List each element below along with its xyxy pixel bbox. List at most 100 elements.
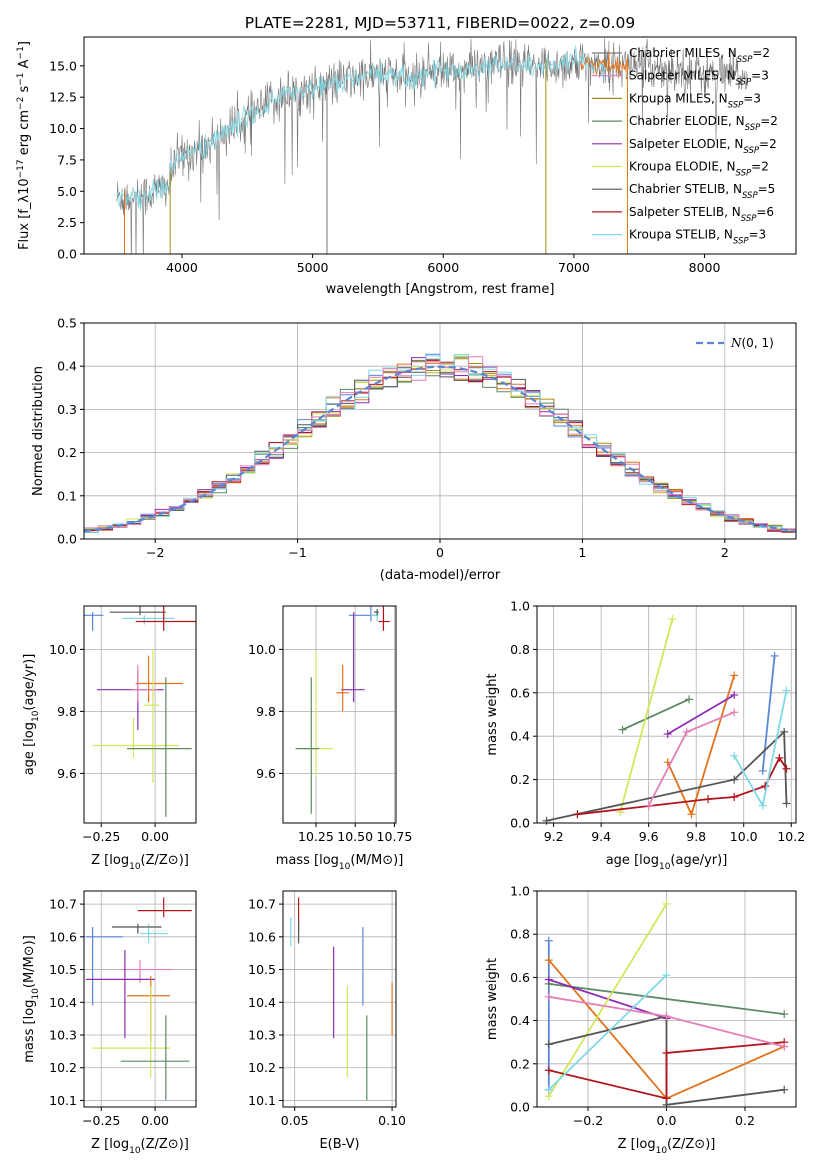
legend-sub: SSP xyxy=(741,214,757,224)
legend-post: =6 xyxy=(756,205,774,219)
label-part: −1 xyxy=(16,46,26,59)
y-tick-label: 10.7 xyxy=(248,897,276,912)
y-tick-label: 0.1 xyxy=(57,488,77,503)
x-tick-label: 5000 xyxy=(297,260,329,275)
x-tick-label: 0 xyxy=(436,545,444,560)
legend-post: =2 xyxy=(751,160,769,174)
y-tick-label: 10.2 xyxy=(49,1060,77,1075)
label-part: mass [ xyxy=(276,853,319,868)
y-tick-label: 0.3 xyxy=(57,402,77,417)
y-tick-label: 0.4 xyxy=(510,1013,530,1028)
y-tick-label: 10.0 xyxy=(49,642,77,657)
weight-series xyxy=(548,1041,785,1100)
histogram-series xyxy=(84,356,796,531)
legend-entry: N(0, 1) xyxy=(730,336,774,350)
label-part: 10 xyxy=(656,1146,668,1156)
axes-frame xyxy=(536,890,797,1108)
y-tick-label: 10.4 xyxy=(248,995,276,1010)
y-tick-label: 5.0 xyxy=(57,184,77,199)
y-tick-label: 9.6 xyxy=(256,766,276,781)
label-part: log xyxy=(636,1137,656,1152)
label-part: (M/M⊙)] xyxy=(22,935,37,988)
axes-frame xyxy=(83,605,197,824)
weight-vs-age-panel: 9.2 9.4 9.6 9.8 10.0 10.2 0.0 0.2 0.4 0.6 0.8 1.0 ag… xyxy=(485,599,805,873)
label-part: 10 xyxy=(339,862,351,872)
label-part: (age/yr)] xyxy=(22,654,37,711)
label-part: 10 xyxy=(659,862,671,872)
x-tick-label: 1 xyxy=(578,545,586,560)
y-tick-label: 10.1 xyxy=(49,1093,77,1108)
observed-spectrum xyxy=(116,38,748,254)
y-tick-label: 10.7 xyxy=(49,897,77,912)
label-part: log xyxy=(109,853,129,868)
label-part: log xyxy=(639,853,659,868)
weight-series xyxy=(647,711,735,807)
axes-frame xyxy=(536,605,797,824)
legend-text: Salpeter ELODIE, N xyxy=(629,137,743,151)
label-part: ] xyxy=(17,41,32,46)
legend-text: Salpeter STELIB, N xyxy=(629,205,741,219)
label-part: Z [ xyxy=(91,1137,109,1152)
x-tick-label: 0.00 xyxy=(141,829,169,844)
legend-text: N xyxy=(730,336,742,350)
label-part: (Z/Z⊙)] xyxy=(141,853,189,868)
y-tick-label: 10.6 xyxy=(49,929,77,944)
y-tick-label: 0.6 xyxy=(510,970,530,985)
x-tick-label: 4000 xyxy=(166,260,198,275)
legend-entry: Chabrier MILES, NSSP=2 xyxy=(629,46,770,65)
errorbars xyxy=(295,606,390,814)
legend-sub: SSP xyxy=(728,100,744,110)
legend-post: =2 xyxy=(752,46,770,60)
label-part: (age/yr)] xyxy=(670,853,727,868)
y-tick-label: 9.6 xyxy=(57,766,77,781)
legend-sub: SSP xyxy=(743,146,759,156)
mass-vs-EBV-panel: 0.05 0.10 10.1 10.2 10.3 10.4 10.5 10.6 10.7 E(B-… xyxy=(248,890,406,1152)
y-tick-label: 0.5 xyxy=(57,316,77,331)
x-tick-label: −0.25 xyxy=(82,1113,120,1128)
x-tick-label: 9.4 xyxy=(591,829,611,844)
label-part: −2 xyxy=(16,97,26,110)
y-axis-label: age [log10(age/yr)] xyxy=(22,654,41,776)
legend-sub: SSP xyxy=(745,123,761,133)
model-spectrum xyxy=(116,45,607,211)
legend-sub: SSP xyxy=(736,78,752,88)
x-tick-label: −1 xyxy=(288,545,306,560)
y-axis-label: mass weight xyxy=(485,673,500,755)
label-part: s xyxy=(17,86,32,97)
y-tick-label: 0.2 xyxy=(57,445,77,460)
x-tick-label: 10.50 xyxy=(337,829,373,844)
x-axis-label: wavelength [Angstrom, rest frame] xyxy=(326,282,555,297)
legend-sub: SSP xyxy=(736,169,752,179)
x-tick-label: 10.2 xyxy=(777,829,805,844)
axes-frame xyxy=(83,322,797,540)
label-part: −17 xyxy=(16,159,26,178)
y-tick-label: 7.5 xyxy=(57,152,77,167)
x-tick-label: 10.0 xyxy=(730,829,758,844)
x-axis-label: Z [log10(Z/Z⊙)] xyxy=(91,853,189,872)
legend-entry: Kroupa STELIB, NSSP=3 xyxy=(629,228,766,247)
y-tick-label: 12.5 xyxy=(49,90,77,105)
legend-sub: SSP xyxy=(733,237,749,247)
y-tick-label: 15.0 xyxy=(49,58,77,73)
label-part: Z [ xyxy=(618,1137,636,1152)
x-tick-label: 2 xyxy=(721,545,729,560)
y-tick-label: 0.8 xyxy=(510,642,530,657)
label-part: A xyxy=(17,59,32,72)
weight-series xyxy=(619,618,674,813)
x-tick-label: 0.0 xyxy=(657,1113,677,1128)
x-axis-label: E(B-V) xyxy=(319,1137,359,1152)
label-part: 10 xyxy=(129,862,141,872)
y-tick-label: 10.1 xyxy=(248,1093,276,1108)
y-axis-label: Normed distribution xyxy=(31,366,46,496)
model-spectrum-orange xyxy=(580,50,629,76)
legend-text: Kroupa STELIB, N xyxy=(629,228,733,242)
weight-series xyxy=(548,983,785,1015)
label-part: 10 xyxy=(129,1146,141,1156)
x-tick-label: 0.00 xyxy=(141,1113,169,1128)
y-tick-label: 0.4 xyxy=(510,729,530,744)
normal-curve xyxy=(84,365,796,533)
errorbars xyxy=(86,897,192,1101)
y-tick-label: 10.6 xyxy=(248,929,276,944)
x-axis-label: (data-model)/error xyxy=(380,568,501,583)
weight-series xyxy=(577,756,788,816)
